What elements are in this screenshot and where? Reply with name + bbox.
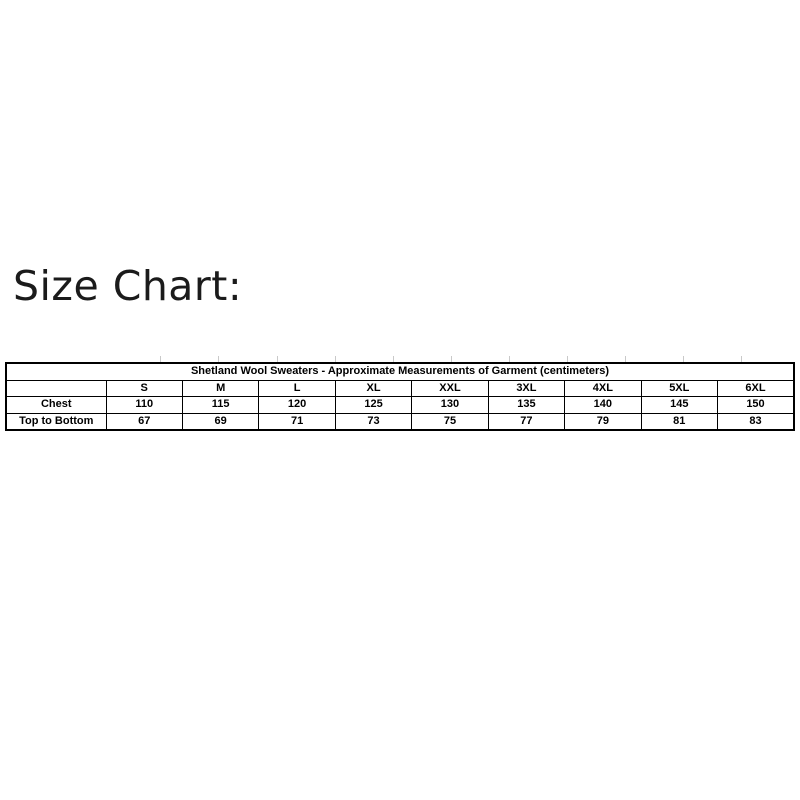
column-header-6xl: 6XL [717,379,795,397]
gridline-tick [741,356,742,362]
data-cell: 150 [717,396,795,414]
table-title: Shetland Wool Sweaters - Approximate Mea… [5,362,795,381]
gridline-tick [625,356,626,362]
data-cell: 67 [105,412,183,431]
column-header-xxl: XXL [411,379,489,397]
data-cell: 73 [334,412,413,431]
data-cell: 110 [105,396,183,414]
column-header-4xl: 4XL [564,379,642,397]
table-row-top-to-bottom: Top to Bottom 67 69 71 73 75 77 79 81 83 [5,412,795,431]
gridline-tick [277,356,278,362]
gridline-tick [683,356,684,362]
data-cell: 75 [411,412,489,431]
data-cell: 115 [181,396,260,414]
data-cell: 69 [181,412,260,431]
data-cell: 140 [564,396,642,414]
corner-cell [5,379,107,397]
data-cell: 120 [258,396,336,414]
data-cell: 81 [640,412,719,431]
gridline-tick [393,356,394,362]
column-header-5xl: 5XL [640,379,719,397]
row-label: Top to Bottom [5,412,107,431]
gridline-tick [218,356,219,362]
column-header-m: M [181,379,260,397]
column-header-xl: XL [334,379,413,397]
table-row-chest: Chest 110 115 120 125 130 135 140 145 15… [5,396,795,414]
column-header-s: S [105,379,183,397]
column-header-l: L [258,379,336,397]
data-cell: 83 [717,412,795,431]
gridline-tick [160,356,161,362]
column-header-3xl: 3XL [487,379,566,397]
table-title-row: Shetland Wool Sweaters - Approximate Mea… [5,362,795,381]
gridline-tick [451,356,452,362]
size-chart-table: Shetland Wool Sweaters - Approximate Mea… [5,362,795,431]
data-cell: 145 [640,396,719,414]
gridline-tick [509,356,510,362]
gridline-tick [335,356,336,362]
row-label: Chest [5,396,107,414]
data-cell: 135 [487,396,566,414]
data-cell: 79 [564,412,642,431]
data-cell: 125 [334,396,413,414]
gridline-tick [567,356,568,362]
data-cell: 130 [411,396,489,414]
data-cell: 77 [487,412,566,431]
page-title: Size Chart: [13,262,243,310]
data-cell: 71 [258,412,336,431]
column-header-row: S M L XL XXL 3XL 4XL 5XL 6XL [5,379,795,397]
